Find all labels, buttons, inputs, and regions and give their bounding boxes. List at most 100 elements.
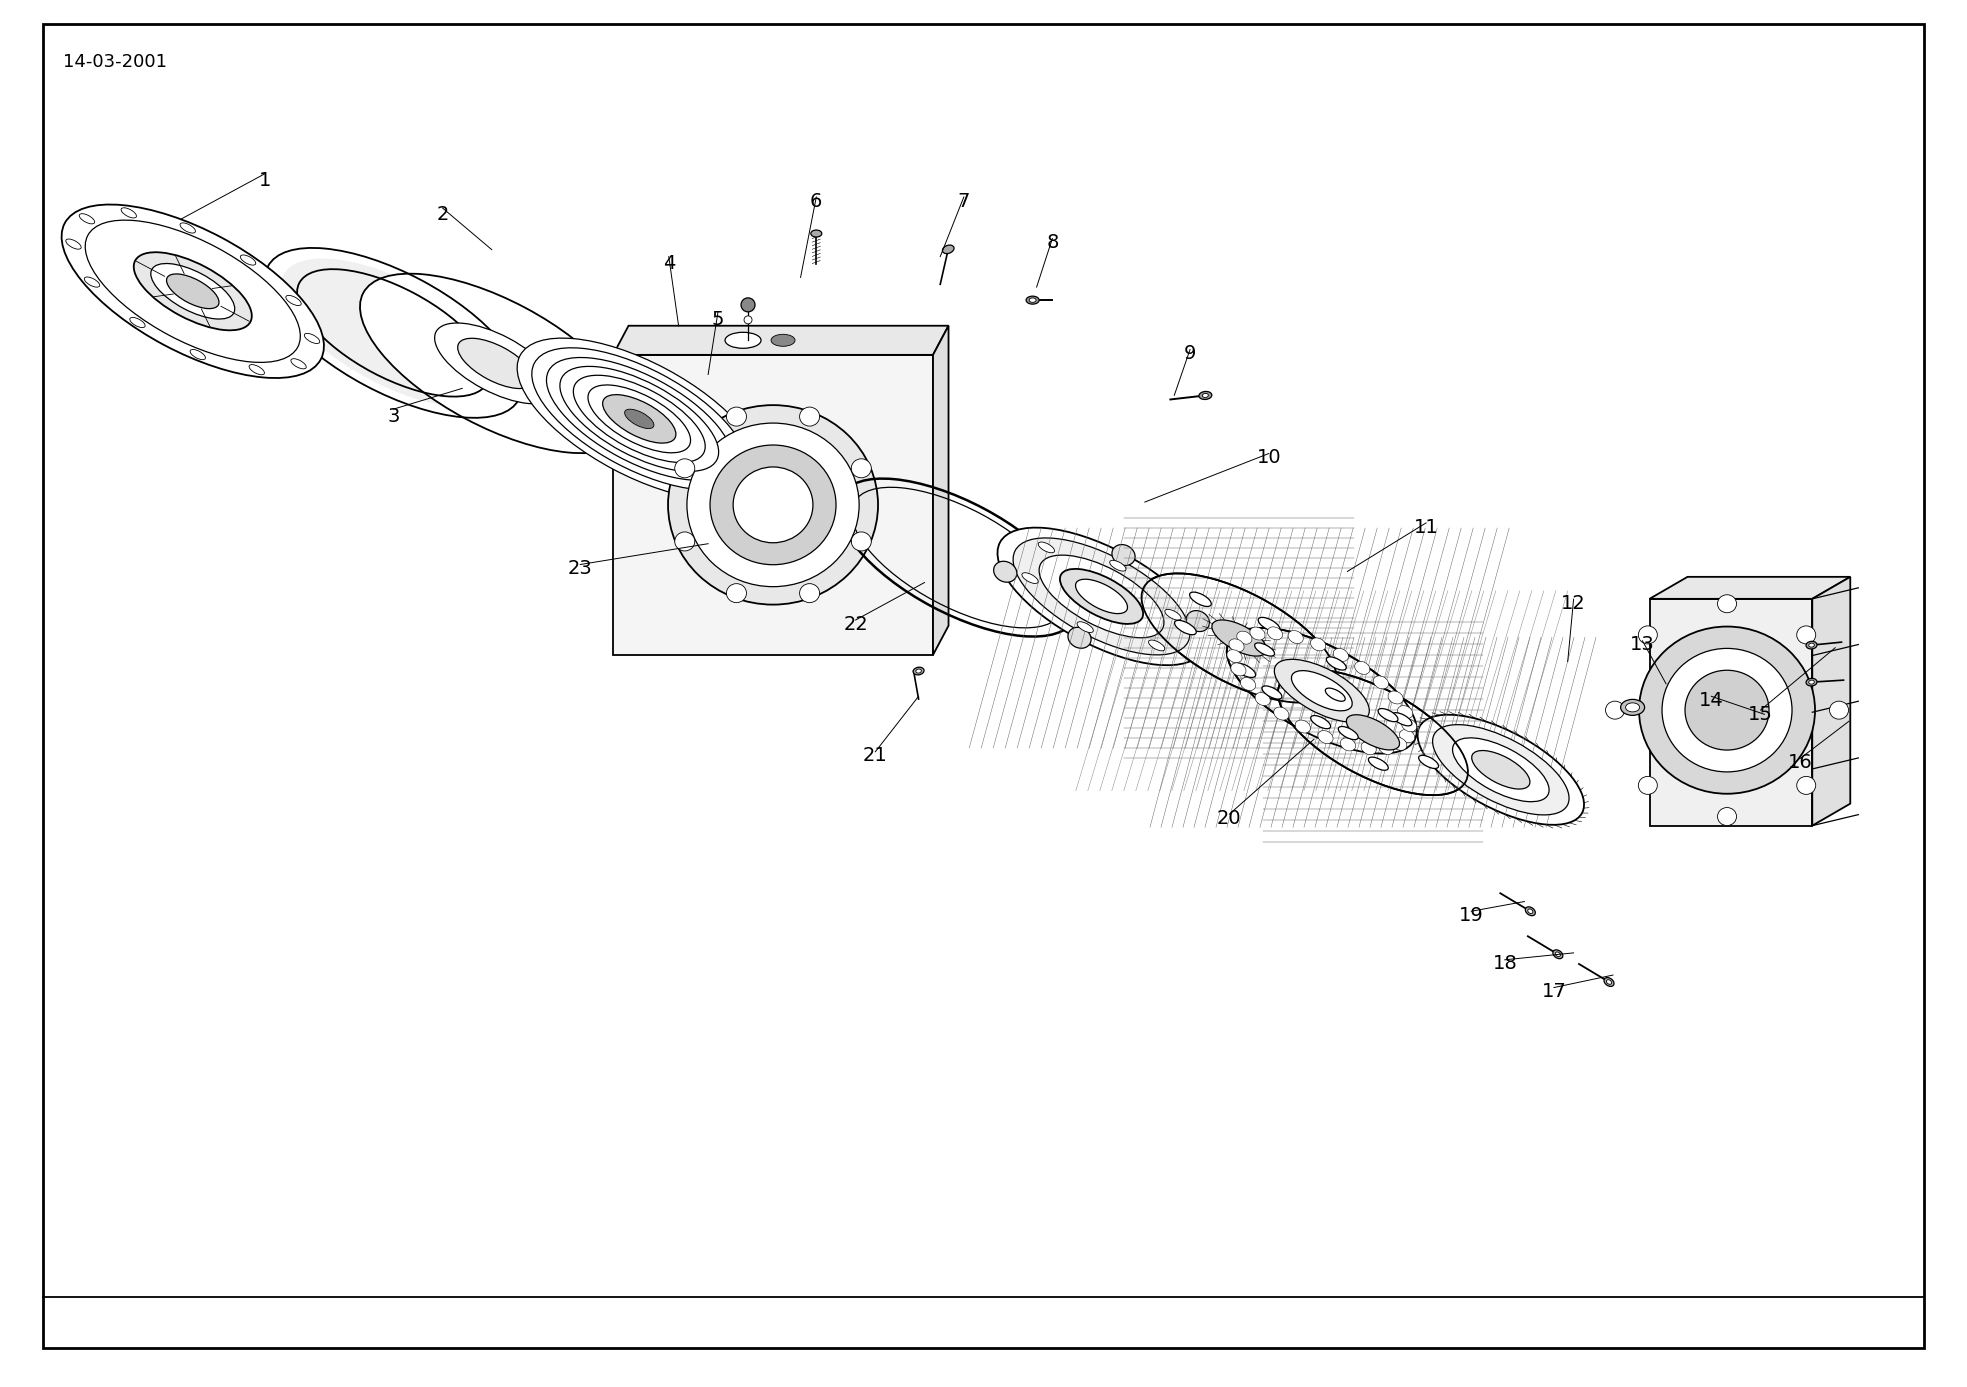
Ellipse shape bbox=[1605, 702, 1625, 718]
Text: 14-03-2001: 14-03-2001 bbox=[63, 53, 167, 71]
Ellipse shape bbox=[726, 408, 745, 426]
Ellipse shape bbox=[1259, 617, 1281, 631]
Ellipse shape bbox=[1141, 573, 1338, 703]
Text: 16: 16 bbox=[1788, 753, 1812, 773]
Ellipse shape bbox=[281, 258, 506, 408]
Ellipse shape bbox=[626, 409, 653, 429]
Ellipse shape bbox=[435, 323, 557, 404]
Ellipse shape bbox=[547, 358, 732, 480]
Ellipse shape bbox=[1229, 639, 1245, 652]
Text: 22: 22 bbox=[844, 614, 867, 634]
Ellipse shape bbox=[1249, 627, 1265, 639]
Ellipse shape bbox=[1639, 626, 1658, 644]
Ellipse shape bbox=[1452, 738, 1550, 802]
Ellipse shape bbox=[1318, 731, 1334, 743]
Ellipse shape bbox=[1379, 742, 1395, 755]
Polygon shape bbox=[614, 326, 948, 355]
Text: 18: 18 bbox=[1493, 954, 1517, 974]
Ellipse shape bbox=[1190, 592, 1212, 606]
Text: 8: 8 bbox=[1046, 233, 1058, 252]
Ellipse shape bbox=[1340, 738, 1355, 750]
Ellipse shape bbox=[1109, 560, 1125, 571]
Ellipse shape bbox=[1686, 670, 1768, 750]
Ellipse shape bbox=[167, 273, 218, 309]
Ellipse shape bbox=[742, 298, 755, 312]
Ellipse shape bbox=[1607, 979, 1611, 985]
Text: 6: 6 bbox=[810, 191, 822, 211]
Ellipse shape bbox=[1198, 391, 1212, 399]
Ellipse shape bbox=[1552, 950, 1564, 958]
Ellipse shape bbox=[801, 584, 820, 602]
Text: 9: 9 bbox=[1184, 344, 1196, 363]
Ellipse shape bbox=[993, 562, 1017, 583]
Ellipse shape bbox=[1345, 714, 1401, 750]
Ellipse shape bbox=[675, 533, 694, 551]
Ellipse shape bbox=[726, 333, 761, 348]
Ellipse shape bbox=[1717, 595, 1737, 613]
Ellipse shape bbox=[1310, 716, 1330, 728]
Ellipse shape bbox=[1227, 628, 1416, 753]
Ellipse shape bbox=[1471, 750, 1530, 789]
Text: 19: 19 bbox=[1460, 906, 1483, 925]
Text: 20: 20 bbox=[1218, 809, 1241, 828]
Text: 14: 14 bbox=[1699, 691, 1723, 710]
Ellipse shape bbox=[572, 376, 706, 462]
Ellipse shape bbox=[1294, 720, 1310, 734]
Ellipse shape bbox=[79, 214, 94, 223]
Ellipse shape bbox=[291, 359, 307, 369]
Ellipse shape bbox=[1039, 542, 1054, 553]
Ellipse shape bbox=[1263, 687, 1282, 699]
Ellipse shape bbox=[1326, 657, 1345, 670]
Ellipse shape bbox=[1528, 908, 1532, 914]
Polygon shape bbox=[1812, 577, 1851, 825]
Ellipse shape bbox=[1810, 680, 1814, 684]
Ellipse shape bbox=[1402, 718, 1416, 732]
Ellipse shape bbox=[852, 533, 871, 551]
Ellipse shape bbox=[1212, 620, 1267, 656]
Ellipse shape bbox=[1227, 649, 1241, 663]
Ellipse shape bbox=[669, 405, 877, 605]
Ellipse shape bbox=[122, 208, 136, 218]
Ellipse shape bbox=[1164, 609, 1180, 620]
Ellipse shape bbox=[810, 230, 822, 237]
Ellipse shape bbox=[1369, 757, 1389, 770]
Ellipse shape bbox=[1796, 777, 1816, 795]
Ellipse shape bbox=[1023, 573, 1039, 584]
Text: 10: 10 bbox=[1257, 448, 1281, 467]
Ellipse shape bbox=[734, 467, 812, 542]
Ellipse shape bbox=[1186, 610, 1210, 631]
Ellipse shape bbox=[1829, 702, 1849, 718]
Ellipse shape bbox=[1389, 691, 1402, 705]
Ellipse shape bbox=[1076, 580, 1127, 613]
Ellipse shape bbox=[191, 350, 205, 359]
Ellipse shape bbox=[1361, 742, 1377, 755]
Ellipse shape bbox=[458, 338, 533, 388]
Ellipse shape bbox=[1639, 777, 1658, 795]
Ellipse shape bbox=[1310, 638, 1326, 651]
Ellipse shape bbox=[942, 245, 954, 254]
Ellipse shape bbox=[686, 423, 860, 587]
Ellipse shape bbox=[1267, 627, 1282, 639]
Ellipse shape bbox=[1399, 706, 1412, 718]
Text: 23: 23 bbox=[568, 559, 592, 578]
Ellipse shape bbox=[1639, 627, 1816, 793]
Ellipse shape bbox=[1233, 663, 1255, 677]
Ellipse shape bbox=[1621, 699, 1644, 716]
Ellipse shape bbox=[1625, 703, 1640, 712]
Ellipse shape bbox=[1379, 709, 1399, 721]
Ellipse shape bbox=[517, 338, 761, 499]
Ellipse shape bbox=[1556, 951, 1560, 957]
Text: 21: 21 bbox=[864, 746, 887, 766]
Ellipse shape bbox=[710, 445, 836, 565]
Ellipse shape bbox=[1241, 677, 1255, 691]
Ellipse shape bbox=[305, 333, 321, 344]
Text: 12: 12 bbox=[1562, 594, 1585, 613]
Ellipse shape bbox=[1432, 724, 1570, 816]
Ellipse shape bbox=[130, 318, 146, 327]
Ellipse shape bbox=[134, 252, 252, 330]
Ellipse shape bbox=[1355, 662, 1369, 674]
Ellipse shape bbox=[1393, 738, 1406, 750]
Ellipse shape bbox=[1255, 692, 1271, 706]
Ellipse shape bbox=[1149, 639, 1164, 651]
Ellipse shape bbox=[588, 386, 690, 452]
